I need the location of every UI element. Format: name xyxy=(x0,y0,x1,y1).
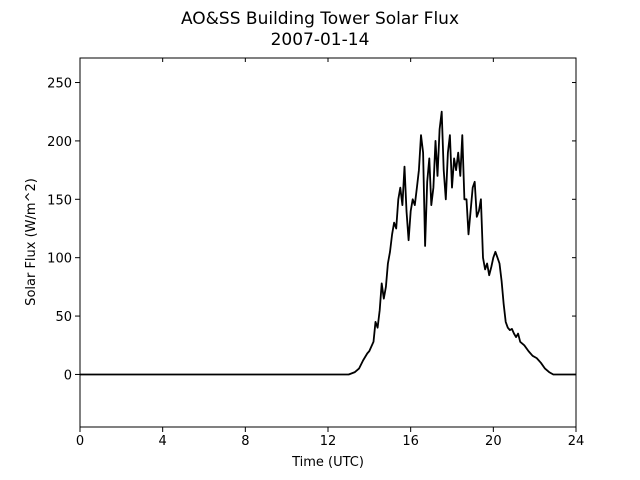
y-tick-label: 250 xyxy=(47,77,72,92)
chart-title: AO&SS Building Tower Solar Flux xyxy=(181,9,459,29)
x-tick-label: 24 xyxy=(568,434,585,449)
x-tick-label: 20 xyxy=(485,434,502,449)
y-tick-label: 150 xyxy=(47,193,72,208)
x-tick-label: 16 xyxy=(402,434,419,449)
y-tick-label: 0 xyxy=(64,368,72,383)
x-axis-ticks: 0 4 8 12 16 20 24 xyxy=(76,58,584,449)
y-axis-ticks: 0 50 100 150 200 250 xyxy=(47,77,576,383)
y-axis-label: Solar Flux (W/m^2) xyxy=(24,178,39,306)
x-tick-label: 0 xyxy=(76,434,84,449)
x-tick-label: 8 xyxy=(241,434,249,449)
y-tick-label: 200 xyxy=(47,135,72,150)
y-tick-label: 100 xyxy=(47,252,72,267)
chart-subtitle: 2007-01-14 xyxy=(271,30,370,50)
solar-flux-series-line xyxy=(80,110,576,376)
plot-area: 0 4 8 12 16 20 24 0 50 100 150 200 250 xyxy=(47,57,584,449)
x-tick-label: 12 xyxy=(320,434,337,449)
x-axis-label: Time (UTC) xyxy=(291,455,364,470)
plot-frame xyxy=(79,57,577,428)
y-tick-label: 50 xyxy=(55,310,72,325)
x-tick-label: 4 xyxy=(159,434,167,449)
